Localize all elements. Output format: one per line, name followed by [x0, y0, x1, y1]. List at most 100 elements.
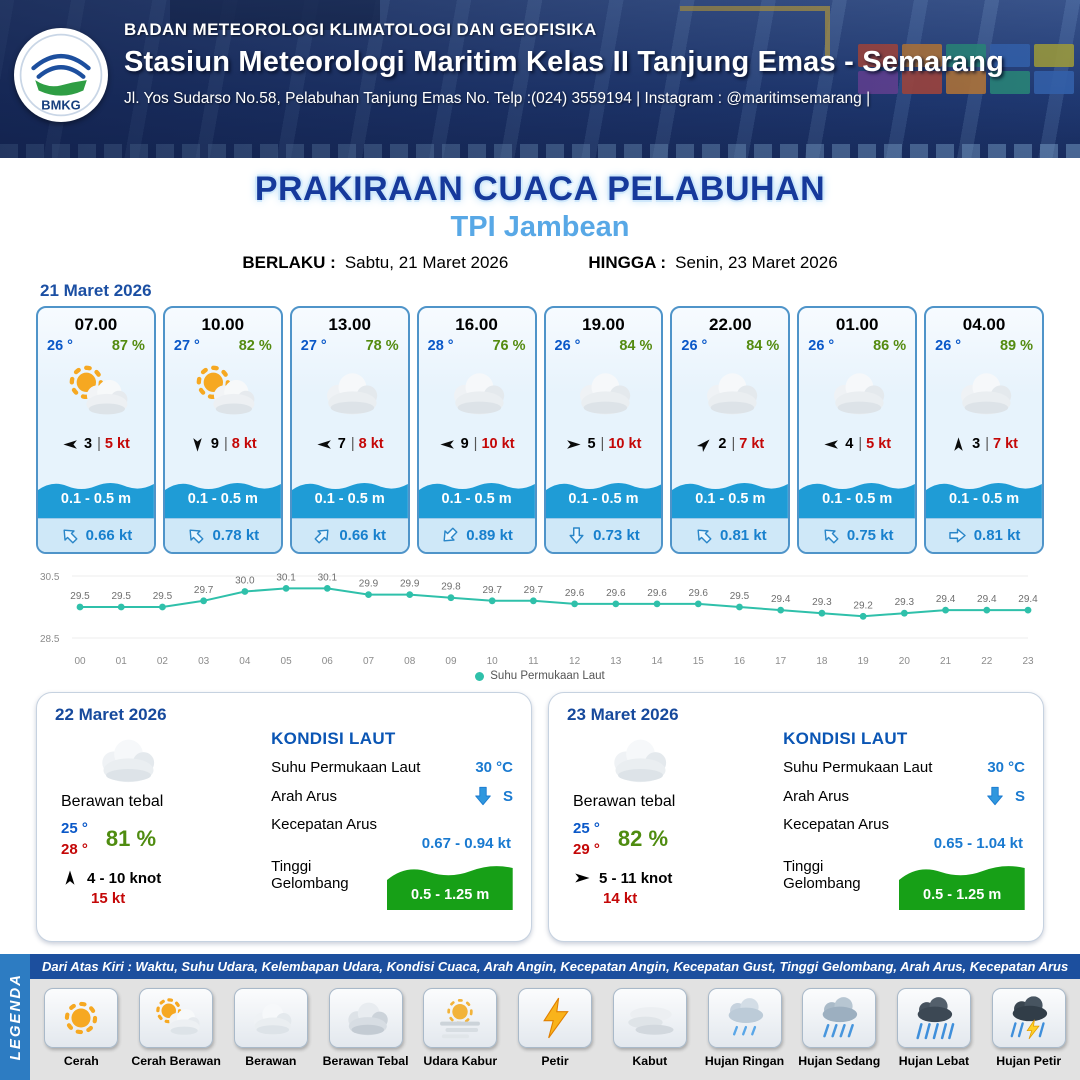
wind-direction-icon [950, 436, 967, 453]
legend-items-row: Cerah Cerah Berawan Berawan Bera [30, 979, 1080, 1080]
svg-text:00: 00 [74, 656, 86, 667]
svg-text:11: 11 [528, 656, 539, 667]
hourly-date-label: 21 Maret 2026 [40, 281, 152, 300]
wave-height: 0.1 - 0.5 m [568, 491, 639, 507]
legend-item-label: Hujan Lebat [898, 1054, 970, 1068]
sea-current-direction-icon [984, 785, 1006, 807]
current-speed-row: Kecepatan Arus [783, 816, 1025, 833]
gust-speed: 7 kt [731, 436, 764, 452]
legend-item: Petir [510, 988, 600, 1068]
legend-item-icon [139, 988, 214, 1048]
wind-direction-icon [189, 436, 206, 453]
forecast-card: 16.00 28 ° 76 % 9 10 kt 0.1 - 0.5 m [416, 306, 537, 554]
wind-direction-icon [565, 436, 582, 453]
sst-label: Suhu Permukaan Laut [271, 759, 421, 776]
air-temperature: 26 ° [554, 338, 581, 354]
legend-sidebar-label: LEGENDA [6, 973, 24, 1061]
temp-humidity-row: 26 ° 84 % [546, 338, 662, 354]
current-speed: 0.66 kt [339, 527, 387, 544]
agency-name: BADAN METEOROLOGI KLIMATOLOGI DAN GEOFIS… [124, 20, 597, 39]
daily-gust: 15 kt [91, 890, 126, 907]
wind-direction-icon [62, 436, 79, 453]
weather-icon [926, 354, 1042, 430]
svg-text:06: 06 [322, 656, 334, 667]
legend-item: Kabut [605, 988, 695, 1068]
wave-height: 0.1 - 0.5 m [314, 491, 385, 507]
forecast-card: 07.00 26 ° 87 % 3 5 kt 0.1 - 0.5 m [36, 306, 156, 554]
location-title: TPI Jambean [450, 211, 630, 243]
temp-humidity-row: 26 ° 84 % [672, 338, 788, 354]
air-temperature: 26 ° [935, 338, 962, 354]
wave-height-band: 0.1 - 0.5 m [291, 474, 408, 518]
sea-current-direction: S [502, 787, 513, 805]
svg-text:19: 19 [858, 656, 870, 667]
air-temperature: 26 ° [47, 338, 73, 354]
current-speed: 0.78 kt [212, 527, 260, 544]
svg-text:29.4: 29.4 [1018, 594, 1038, 605]
validity-row: BERLAKU : Sabtu, 21 Maret 2026 HINGGA : … [0, 253, 1080, 273]
valid-from: BERLAKU : Sabtu, 21 Maret 2026 [242, 253, 508, 273]
hourly-forecast-row: 07.00 26 ° 87 % 3 5 kt 0.1 - 0.5 m [36, 306, 1044, 554]
temp-humidity-row: 27 ° 78 % [292, 338, 408, 354]
svg-text:30.0: 30.0 [235, 576, 255, 587]
legend-item-label: Petir [541, 1054, 569, 1068]
daily-wind-row: 5 - 11 knot [573, 869, 773, 887]
current-direction-icon [309, 522, 336, 549]
daily-card-body: Berawan tebal 25 ° 28 ° 81 % 4 - 10 knot [55, 727, 513, 910]
weather-icon [38, 354, 154, 430]
title-section: PRAKIRAAN CUACA PELABUHAN TPI Jambean BE… [0, 158, 1080, 273]
daily-condition: Berawan tebal [61, 793, 164, 810]
wind-speed: 3 [972, 436, 981, 452]
forecast-time: 01.00 [835, 315, 879, 334]
wave-graphic [38, 483, 154, 518]
weather-icon [799, 354, 915, 430]
gust-speed: 5 kt [858, 436, 891, 452]
legend-item-icon [328, 988, 403, 1048]
current-speed-label: Kecepatan Arus [783, 816, 890, 833]
forecast-card: 10.00 27 ° 82 % 9 8 kt 0.1 - 0.5 m [162, 306, 283, 554]
wave-graphic [545, 483, 662, 518]
legend-item: Hujan Petir [984, 988, 1074, 1068]
current-row: 0.66 kt [291, 518, 408, 552]
legend-item: Hujan Ringan [700, 988, 790, 1068]
legend-item: Hujan Sedang [794, 988, 884, 1068]
forecast-time: 22.00 [709, 315, 752, 334]
daily-humidity: 82 % [617, 826, 669, 851]
gust-speed: 7 kt [985, 436, 1018, 452]
daily-temp-min: 25 ° [573, 820, 600, 837]
legend-item-label: Berawan [245, 1054, 297, 1068]
svg-text:29.5: 29.5 [730, 591, 750, 602]
station-address: Jl. Yos Sudarso No.58, Pelabuhan Tanjung… [124, 90, 871, 107]
svg-text:29.5: 29.5 [111, 591, 131, 602]
current-row: 0.78 kt [164, 518, 281, 552]
daily-date: 22 Maret 2026 [55, 705, 167, 724]
wave-height-label: Tinggi Gelombang [271, 858, 349, 892]
weather-icon [165, 354, 281, 430]
legend-item-label: Hujan Petir [996, 1054, 1062, 1068]
wave-height: 0.1 - 0.5 m [822, 491, 893, 507]
valid-from-date: Sabtu, 21 Maret 2026 [344, 253, 509, 272]
legend-item-label: Berawan Tebal [322, 1054, 409, 1068]
valid-to-label: HINGGA : [588, 253, 667, 272]
sst-row: Suhu Permukaan Laut 30 °C [783, 759, 1025, 776]
legend-item-label: Hujan Sedang [798, 1054, 881, 1068]
daily-forecast-row: 22 Maret 2026 Berawan tebal 25 ° 28 ° 81… [36, 692, 1044, 942]
page-title: PRAKIRAAN CUACA PELABUHAN [254, 170, 826, 208]
wave-height-band: 0.1 - 0.5 m [672, 474, 789, 518]
legend-sidebar: LEGENDA [0, 954, 30, 1080]
daily-date: 23 Maret 2026 [567, 705, 679, 724]
wind-row: 4 5 kt [799, 430, 915, 458]
daily-temp-humidity: 25 ° 28 ° 81 % [61, 818, 261, 860]
legend-item-label: Kabut [632, 1054, 668, 1068]
wind-direction-icon [316, 436, 333, 453]
forecast-card: 19.00 26 ° 84 % 5 10 kt 0.1 - 0.5 m [543, 306, 664, 554]
daily-card: 22 Maret 2026 Berawan tebal 25 ° 28 ° 81… [36, 692, 532, 942]
wind-direction-icon [439, 436, 456, 453]
wave-graphic [291, 483, 408, 518]
daily-wave-height: 0.5 - 1.25 m [923, 887, 1002, 903]
sea-current-speed: 0.67 - 0.94 kt [421, 835, 511, 852]
svg-text:29.3: 29.3 [812, 597, 832, 608]
sst-chart-section: 30.5 28.5 29.5 00 29.5 01 29.5 02 29.7 03 30.0 04 30… [36, 560, 1044, 682]
temp-humidity-row: 26 ° 89 % [926, 338, 1042, 354]
station-name: Stasiun Meteorologi Maritim Kelas II Tan… [124, 46, 1005, 78]
